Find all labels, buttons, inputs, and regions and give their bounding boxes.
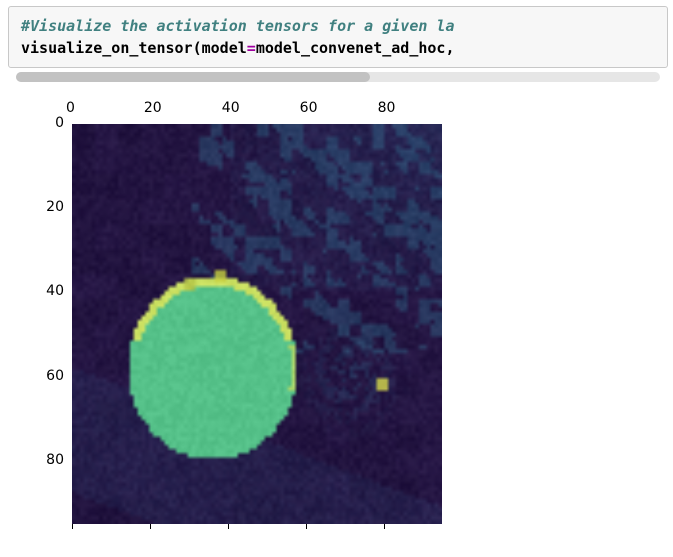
x-tick-mark bbox=[228, 524, 229, 529]
scrollbar-thumb[interactable] bbox=[16, 72, 370, 82]
x-tick-label: 60 bbox=[300, 100, 318, 116]
y-tick-label: 80 bbox=[36, 452, 64, 468]
code-fn: visualize_on_tensor bbox=[21, 39, 193, 57]
x-tick-mark bbox=[72, 524, 73, 529]
x-tick-mark bbox=[306, 524, 307, 529]
y-tick-label: 40 bbox=[36, 283, 64, 299]
y-tick-label: 60 bbox=[36, 368, 64, 384]
code-open: ( bbox=[193, 39, 202, 57]
heatmap-image bbox=[72, 124, 442, 524]
matplotlib-figure: 0 20 40 60 80 0 20 40 60 80 bbox=[32, 100, 462, 540]
horizontal-scrollbar[interactable] bbox=[16, 72, 660, 82]
code-kwarg: model bbox=[202, 39, 247, 57]
y-tick-label: 20 bbox=[36, 199, 64, 215]
x-tick-mark bbox=[384, 524, 385, 529]
x-tick-label: 80 bbox=[378, 100, 396, 116]
x-tick-label: 40 bbox=[222, 100, 240, 116]
x-tick-label: 20 bbox=[144, 100, 162, 116]
code-val: model_convenet_ad_hoc, bbox=[256, 39, 455, 57]
x-tick-mark bbox=[150, 524, 151, 529]
code-trail bbox=[455, 39, 464, 57]
code-input[interactable]: #Visualize the activation tensors for a … bbox=[8, 6, 668, 68]
code-equals: = bbox=[247, 39, 256, 57]
code-comment: #Visualize the activation tensors for a … bbox=[21, 17, 454, 35]
notebook-cell: #Visualize the activation tensors for a … bbox=[8, 6, 668, 82]
y-tick-label: 0 bbox=[36, 115, 64, 131]
x-tick-label: 0 bbox=[66, 100, 75, 116]
